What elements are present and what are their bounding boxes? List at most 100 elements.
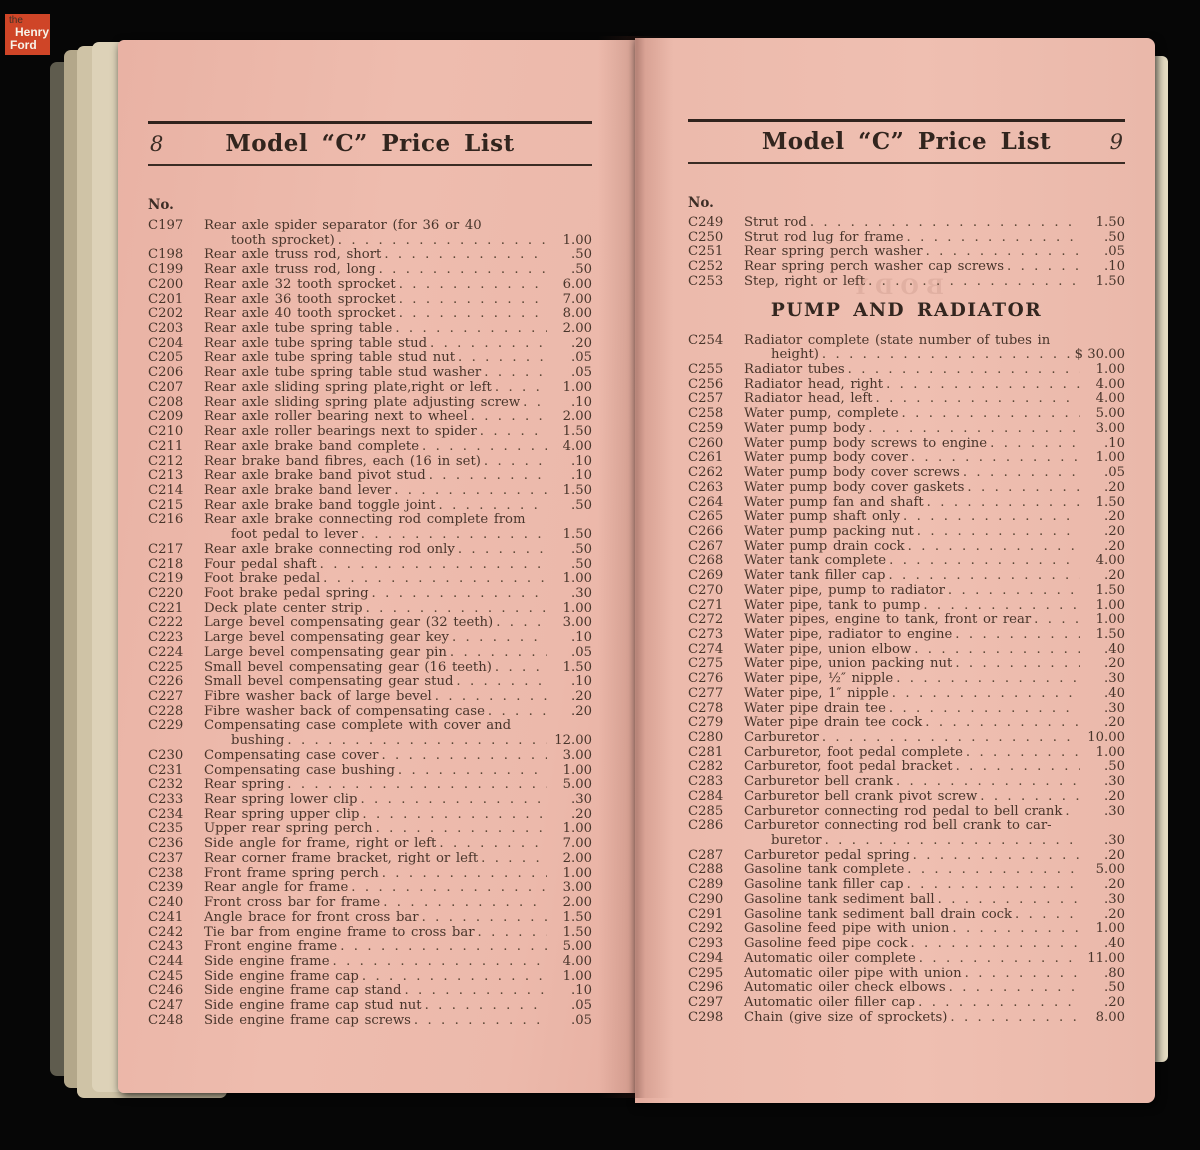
part-price: 5.00 [562,939,592,955]
part-price: 7.00 [562,836,592,852]
part-description: Rear axle roller bearings next to spider [204,424,477,440]
part-price: 2.00 [562,850,592,866]
row-content: Front engine frame. . . . . . . . . . . … [204,939,592,955]
table-row: C197 Rear axle spider separator (for 36 o… [148,218,592,234]
table-row: height). . . . . . . . . . . . . . . . .… [688,348,1125,363]
row-content: Rear brake band fibres, each (16 in set)… [204,453,592,470]
row-content: Rear axle brake band pivot stud. . . . .… [204,468,592,484]
table-row: C254 Radiator complete (state number of t… [688,333,1125,349]
part-price: .05 [571,644,592,660]
part-number-spacer [688,834,744,849]
part-number: C239 [148,880,184,896]
leader-dots: . . . . . . . . . . . . . . . . . . . . … [914,642,1080,657]
leader-dots: . . . . . . . . . . . . . . . . . . . . … [950,1010,1080,1025]
part-number: C224 [148,644,184,660]
part-number: C217 [148,541,184,557]
leader-dots: . . . . . . . . . . . . . . . . . . . . … [395,322,547,337]
leader-dots: . . . . . . . . . . . . . . . . . . . . … [906,230,1080,245]
part-price: 1.00 [1095,612,1125,628]
part-description: Water pump, complete [744,406,899,422]
part-number: C216 [148,512,184,528]
part-price: .20 [1104,994,1125,1010]
leader-dots: . . . . . . . . . . . . . . . . . . . . … [967,480,1080,495]
part-number: C246 [148,983,184,999]
part-description: Rear axle roller bearing next to wheel [204,409,468,425]
part-price: 1.50 [562,527,592,543]
row-content: Side engine frame. . . . . . . . . . . .… [204,954,592,970]
row-content: Rear axle roller bearing next to wheel. … [204,410,592,425]
part-description: Gasoline tank sediment ball drain cock [744,906,1013,922]
part-number: C211 [148,438,184,454]
table-row: C256 Radiator head, right. . . . . . . . … [688,377,1125,393]
part-number: C236 [148,836,184,852]
table-row: C203 Rear axle tube spring table. . . . .… [148,321,592,337]
row-content: Water pipe, ½″ nipple. . . . . . . . . .… [744,671,1125,687]
table-row: C263 Water pump body cover gaskets. . . .… [688,480,1125,496]
row-content: Deck plate center strip. . . . . . . . .… [204,600,592,617]
part-number: C235 [148,821,184,837]
part-number: C288 [688,862,724,878]
part-price: .20 [571,335,592,351]
no-column-label-right: No. [688,195,714,211]
table-row: C261 Water pump body cover. . . . . . . .… [688,451,1125,466]
leader-dots: . . . . . . . . . . . . . . . . . . . . … [821,348,1072,363]
leader-dots: . . . . . . . . . . . . . . . . . . . . … [351,881,547,896]
table-row: C232 Rear spring. . . . . . . . . . . . .… [148,778,592,793]
part-description-continued: bushing [231,733,285,749]
row-content: height). . . . . . . . . . . . . . . . .… [744,348,1125,363]
row-content: Rear axle brake band lever. . . . . . . … [204,483,592,499]
table-row: C253 Step, right or left. . . . . . . . .… [688,274,1125,290]
row-content: Foot brake pedal. . . . . . . . . . . . … [204,572,592,587]
part-price: 1.00 [562,600,592,616]
part-description: Carburetor connecting rod pedal to bell … [744,803,1063,819]
part-number: C280 [688,730,724,745]
row-content: Step, right or left. . . . . . . . . . .… [744,274,1125,290]
part-description: Front engine frame [204,939,338,955]
part-number: C252 [688,259,724,275]
part-price: .10 [1104,259,1125,275]
part-number: C244 [148,953,184,969]
row-content: Rear corner frame bracket, right or left… [204,850,592,867]
table-row: C246 Side engine frame cap stand. . . . .… [148,984,592,999]
part-description: Side engine frame cap stand [204,983,402,999]
part-description: Rear axle tube spring table stud nut [204,350,455,366]
row-content: Rear axle sliding spring plate adjusting… [204,395,592,411]
part-description: Rear brake band fibres, each (16 in set) [204,453,481,469]
table-row: C225 Small bevel compensating gear (16 te… [148,660,592,676]
table-row: C295 Automatic oiler pipe with union. . .… [688,966,1125,982]
part-number: C215 [148,497,184,513]
part-description: Water pump body cover screws [744,465,960,481]
part-price: 8.00 [562,306,592,322]
leader-dots: . . . . . . . . . . . . . . . . . . . . … [430,336,547,351]
part-number: C278 [688,700,724,716]
leader-dots: . . . . . . . . . . . . . . . . . . . . … [397,763,547,778]
part-price: 8.00 [1095,1009,1125,1025]
part-price: .50 [1104,229,1125,245]
logo-text-the: the [9,15,23,26]
leader-dots: . . . . . . . . . . . . . . . . . . . . … [484,366,547,381]
table-row: C249 Strut rod. . . . . . . . . . . . . .… [688,215,1125,231]
row-content: Water pipe, 1″ nipple. . . . . . . . . .… [744,686,1125,702]
header-rule-thick-right [688,119,1125,122]
part-description: Front frame spring perch [204,865,379,881]
part-price: 1.50 [1095,626,1125,642]
table-row: C226 Small bevel compensating gear stud. … [148,675,592,690]
part-number: C266 [688,523,724,539]
table-row: C207 Rear axle sliding spring plate,right… [148,380,592,396]
part-description: Water tank filler cap [744,568,886,584]
part-number: C277 [688,685,724,701]
part-price: .50 [571,541,592,557]
right-page: BODY Model “C” Price List 9 No. C249 Stru… [635,38,1155,1103]
table-row: C258 Water pump, complete. . . . . . . . … [688,406,1125,422]
part-description: Upper rear spring perch [204,821,373,837]
row-content: Water pipe drain tee cock. . . . . . . .… [744,716,1125,731]
part-number: C294 [688,950,724,966]
row-content: Gasoline tank complete. . . . . . . . . … [744,863,1125,878]
row-content: Angle brace for front cross bar. . . . .… [204,910,592,926]
part-number: C296 [688,980,724,996]
table-row: C229 Compensating case complete with cove… [148,719,592,734]
row-content: Front frame spring perch. . . . . . . . … [204,865,592,882]
part-description: Carburetor connecting rod bell crank to … [744,818,1052,834]
table-row: C241 Angle brace for front cross bar. . .… [148,910,592,926]
row-content: Automatic oiler filler cap. . . . . . . … [744,994,1125,1011]
